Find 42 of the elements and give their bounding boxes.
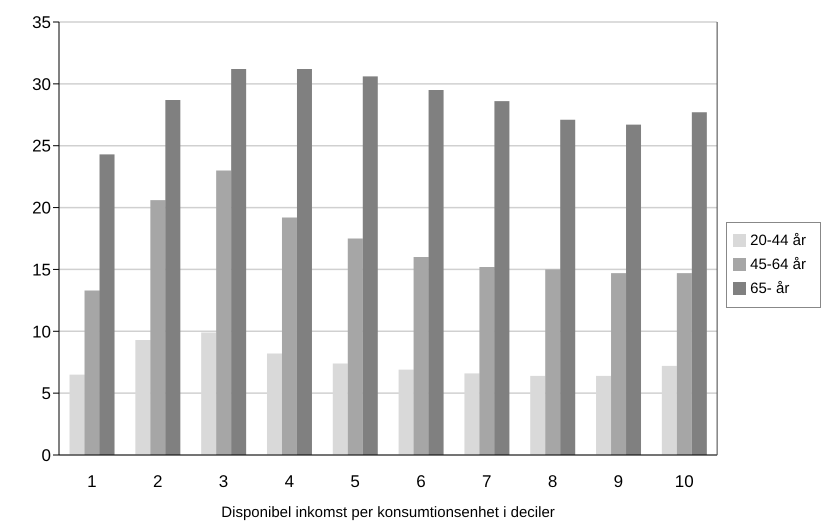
x-tick-label: 6 [416, 472, 426, 492]
bar [428, 90, 444, 455]
bar [231, 69, 246, 455]
x-tick-label: 9 [614, 472, 624, 492]
x-tick-label: 8 [548, 472, 558, 492]
y-tick-label: 0 [42, 446, 51, 466]
x-tick-label: 7 [482, 472, 492, 492]
bar [84, 290, 100, 455]
y-tick-label: 5 [42, 384, 51, 404]
bar [282, 217, 297, 455]
bar [414, 257, 429, 455]
x-tick-label: 5 [350, 472, 360, 492]
x-tick-label: 10 [674, 472, 694, 492]
bar [216, 170, 232, 455]
bar [296, 69, 312, 455]
legend-label: 45-64 år [750, 256, 806, 272]
bar [545, 269, 560, 455]
bar [100, 154, 115, 455]
bar [494, 101, 510, 455]
y-tick-label: 15 [32, 260, 51, 280]
bar [692, 112, 707, 455]
bar [676, 273, 692, 455]
x-tick-label: 1 [87, 472, 97, 492]
y-tick-label: 20 [32, 198, 51, 218]
y-tick-label: 30 [32, 74, 51, 94]
x-tick-label: 3 [218, 472, 228, 492]
bar [165, 100, 180, 455]
bar [150, 200, 166, 455]
legend-label: 65- år [750, 280, 790, 296]
bar [362, 76, 378, 455]
bar [626, 124, 642, 455]
bar [348, 238, 363, 455]
x-axis-title: Disponibel inkomst per konsumtionsenhet i deciler [221, 504, 555, 521]
y-tick-label: 35 [32, 13, 51, 32]
legend-label: 20-44 år [750, 232, 806, 248]
bar [479, 266, 494, 455]
x-tick-label: 2 [152, 472, 162, 492]
bar [560, 120, 576, 455]
bar [611, 273, 626, 455]
y-tick-label: 25 [32, 136, 51, 156]
y-tick-label: 10 [32, 322, 51, 342]
x-tick-label: 4 [284, 472, 294, 492]
